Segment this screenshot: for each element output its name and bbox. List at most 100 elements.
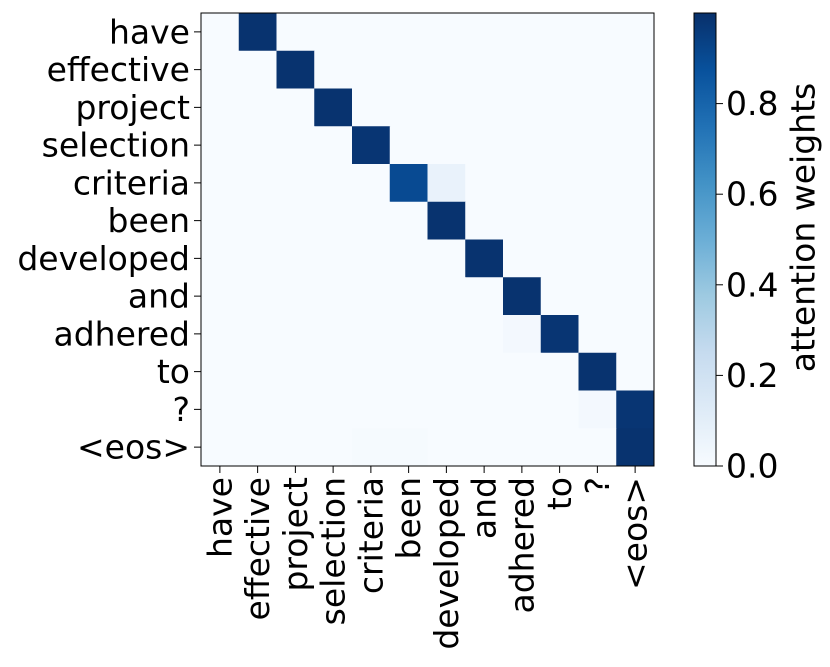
y-tick-label: to xyxy=(157,352,190,391)
heatmap-cell xyxy=(503,239,542,278)
heatmap-cell xyxy=(314,352,353,391)
heatmap-cell xyxy=(540,201,579,240)
heatmap-cell xyxy=(276,50,315,89)
heatmap-cell xyxy=(276,88,315,127)
heatmap-cell xyxy=(427,428,466,467)
heatmap-cell xyxy=(389,390,428,429)
heatmap-cell xyxy=(465,13,504,52)
heatmap-cell xyxy=(427,239,466,278)
heatmap-cell xyxy=(578,50,617,89)
colorbar-tick-label: 0.8 xyxy=(726,84,778,123)
heatmap-cell xyxy=(503,50,542,89)
heatmap-cell xyxy=(389,277,428,316)
heatmap-cell xyxy=(389,164,428,203)
heatmap-cell xyxy=(503,277,542,316)
heatmap-cell xyxy=(540,164,579,203)
heatmap-cell xyxy=(352,390,391,429)
heatmap-cell xyxy=(314,390,353,429)
heatmap-cell xyxy=(616,277,655,316)
heatmap-cell xyxy=(201,13,240,52)
heatmap-cell xyxy=(201,390,240,429)
heatmap-cell xyxy=(616,13,655,52)
heatmap-cell xyxy=(540,277,579,316)
colorbar-tick-label: 0.4 xyxy=(726,265,778,304)
heatmap-cell xyxy=(276,13,315,52)
heatmap-cell xyxy=(465,428,504,467)
y-tick-label: project xyxy=(75,88,190,127)
y-tick-label: criteria xyxy=(73,163,190,202)
heatmap-cell xyxy=(578,277,617,316)
heatmap-cell xyxy=(616,50,655,89)
heatmap-cell xyxy=(578,201,617,240)
heatmap-cell xyxy=(238,164,277,203)
heatmap-cell xyxy=(427,13,466,52)
heatmap-cell xyxy=(465,315,504,354)
heatmap-cell xyxy=(314,13,353,52)
y-tick-label: have xyxy=(109,12,190,51)
heatmap-cell xyxy=(352,428,391,467)
x-tick-label: ? xyxy=(578,477,617,495)
heatmap-cell xyxy=(616,390,655,429)
colorbar-label: attention weights xyxy=(784,83,823,372)
heatmap-cell xyxy=(578,164,617,203)
heatmap-cell xyxy=(238,315,277,354)
heatmap-cell xyxy=(238,352,277,391)
heatmap-cell xyxy=(238,428,277,467)
heatmap-cell xyxy=(276,390,315,429)
heatmap-cell xyxy=(389,315,428,354)
heatmap-cell xyxy=(540,390,579,429)
heatmap-cell xyxy=(616,239,655,278)
heatmap-cell xyxy=(616,88,655,127)
heatmap-cell xyxy=(314,88,353,127)
x-tick-label: developed xyxy=(427,477,466,650)
heatmap-cell xyxy=(503,126,542,165)
heatmap-cell xyxy=(465,201,504,240)
heatmap-cell xyxy=(276,164,315,203)
colorbar-tick-label: 0.6 xyxy=(726,175,778,214)
heatmap-cell xyxy=(352,88,391,127)
colorbar xyxy=(693,12,717,467)
heatmap-cell xyxy=(503,201,542,240)
heatmap-cell xyxy=(238,88,277,127)
heatmap-cell xyxy=(276,126,315,165)
heatmap-cell xyxy=(238,277,277,316)
heatmap-cell xyxy=(427,315,466,354)
heatmap-cell xyxy=(352,277,391,316)
colorbar-tick-label: 0.0 xyxy=(726,447,778,486)
heatmap-cell xyxy=(540,352,579,391)
heatmap-cell xyxy=(201,164,240,203)
heatmap-cell xyxy=(540,239,579,278)
heatmap-cell xyxy=(578,13,617,52)
heatmap-cell xyxy=(578,88,617,127)
heatmap-cell xyxy=(314,428,353,467)
heatmap-cell xyxy=(616,352,655,391)
heatmap-cell xyxy=(465,277,504,316)
y-tick-label: developed xyxy=(17,239,190,278)
heatmap-cell xyxy=(276,239,315,278)
heatmap-cell xyxy=(201,126,240,165)
heatmap-cell xyxy=(540,428,579,467)
y-tick-label: and xyxy=(128,277,190,316)
heatmap-cell xyxy=(616,315,655,354)
heatmap-cell xyxy=(352,13,391,52)
heatmap-cell xyxy=(352,164,391,203)
y-tick-label: <eos> xyxy=(77,428,190,467)
heatmap-cell xyxy=(465,88,504,127)
heatmap-cell xyxy=(201,315,240,354)
heatmap-cell xyxy=(503,13,542,52)
heatmap-cell xyxy=(314,201,353,240)
heatmap-cell xyxy=(389,428,428,467)
heatmap-cell xyxy=(201,277,240,316)
heatmap-cell xyxy=(503,352,542,391)
colorbar-tick-label: 0.2 xyxy=(726,356,778,395)
x-axis: haveeffectiveprojectselectioncriteriabee… xyxy=(200,466,655,650)
heatmap-cell xyxy=(465,164,504,203)
heatmap-cell xyxy=(503,315,542,354)
heatmap-cell xyxy=(503,88,542,127)
heatmap-cell xyxy=(389,352,428,391)
heatmap-cell xyxy=(578,390,617,429)
heatmap-cell xyxy=(578,428,617,467)
heatmap-cell xyxy=(427,88,466,127)
heatmap-cell xyxy=(427,201,466,240)
